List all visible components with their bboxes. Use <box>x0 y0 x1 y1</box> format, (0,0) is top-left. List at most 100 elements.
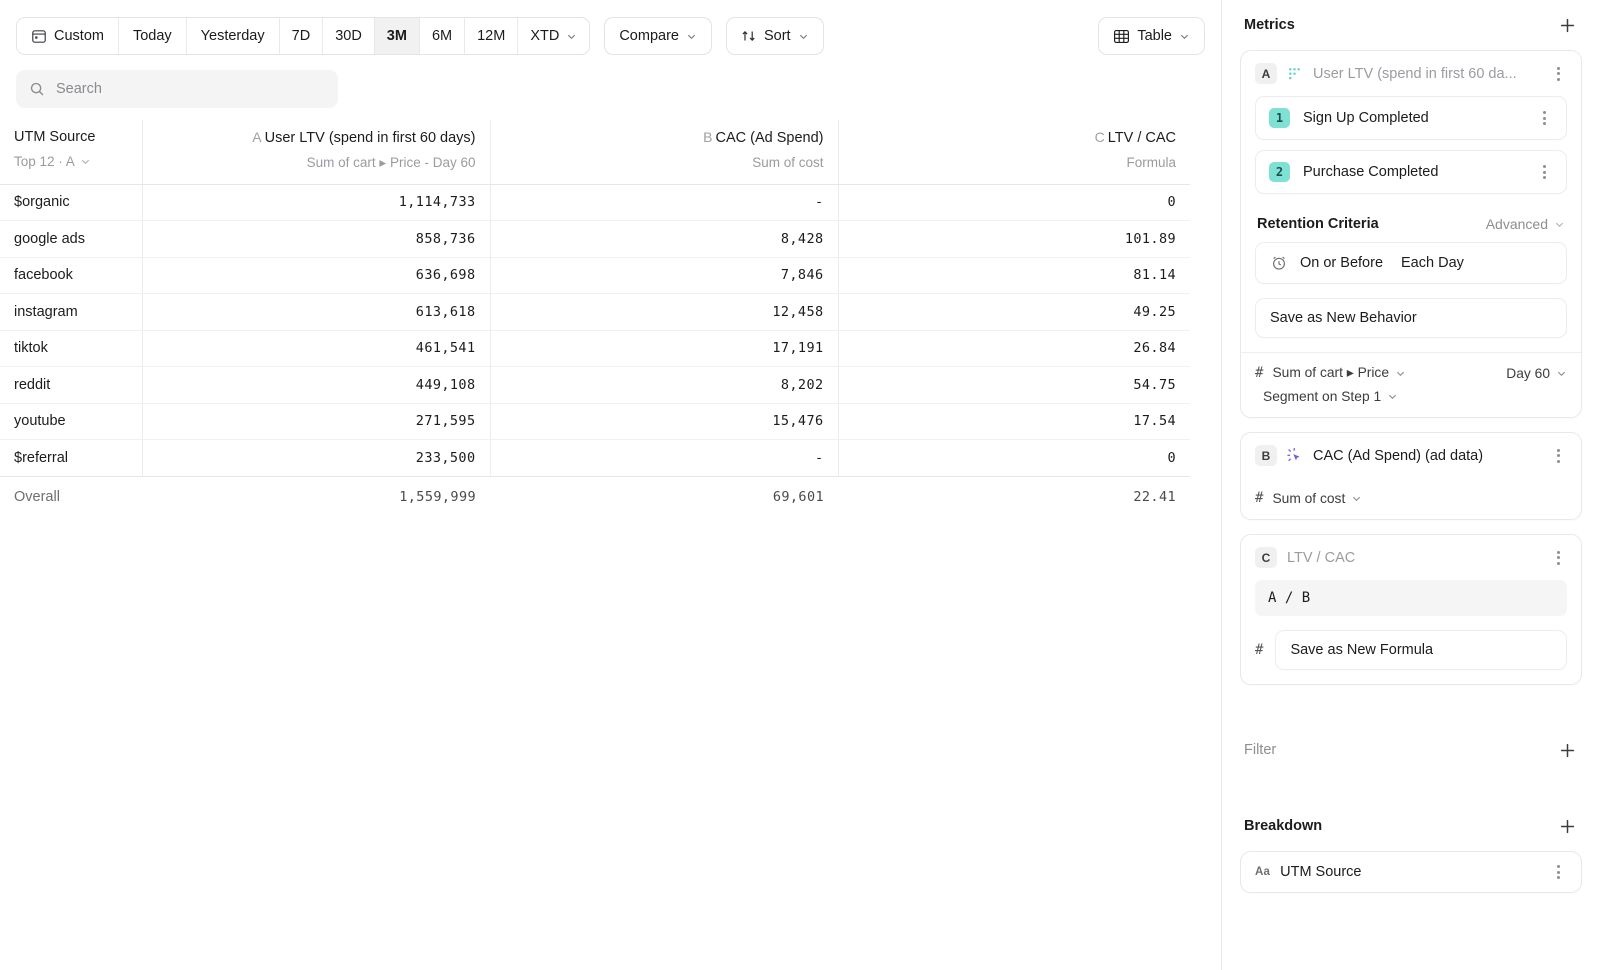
column-title-metric-a: User LTV (spend in first 60 days) <box>264 130 476 146</box>
table-row[interactable]: youtube 271,595 15,476 17.54 <box>0 403 1190 441</box>
cell-source: reddit <box>0 366 143 404</box>
date-range-12m-label: 12M <box>477 28 506 44</box>
metric-a-segment-selector[interactable]: Segment on Step 1 <box>1241 385 1581 417</box>
cell-cac: - <box>490 184 839 222</box>
date-range-xtd[interactable]: XTD <box>518 18 590 54</box>
sort-button[interactable]: Sort <box>725 17 824 55</box>
retention-mode-selector[interactable]: Advanced <box>1486 216 1565 232</box>
main-content: Custom Today Yesterday 7D 30D 3M <box>0 0 1222 970</box>
column-subtitle-utm-source[interactable]: Top 12 · A <box>14 154 128 169</box>
metric-a-step-2[interactable]: 2 Purchase Completed <box>1255 150 1567 194</box>
add-filter-button[interactable] <box>1556 739 1578 761</box>
search-input[interactable] <box>56 81 325 97</box>
column-header-metric-b[interactable]: B CAC (Ad Spend) Sum of cost <box>490 120 839 185</box>
calendar-icon <box>31 28 47 44</box>
metric-a-window-selector[interactable]: Day 60 <box>1506 366 1567 381</box>
cell-cac: 7,846 <box>490 257 839 295</box>
metric-a-aggregation-label: Sum of cart ▸ Price <box>1272 365 1390 380</box>
table-row[interactable]: reddit 449,108 8,202 54.75 <box>0 366 1190 404</box>
date-range-yesterday[interactable]: Yesterday <box>186 18 280 54</box>
overall-ltv: 1,559,999 <box>399 489 476 506</box>
metric-a-header[interactable]: A User LTV (spend in first 60 da... <box>1241 51 1581 96</box>
cell-ratio: 0 <box>838 184 1190 222</box>
breakdown-item-label: UTM Source <box>1280 864 1362 880</box>
sort-label: Sort <box>763 28 791 44</box>
step-1-more-icon[interactable] <box>1535 111 1553 125</box>
table-row[interactable]: tiktok 461,541 17,191 26.84 <box>0 330 1190 368</box>
metric-a-window-label: Day 60 <box>1506 365 1550 381</box>
breakdown-item[interactable]: Aa UTM Source <box>1241 852 1581 892</box>
metric-a-segment-label: Segment on Step 1 <box>1263 389 1382 404</box>
metric-b-more-icon[interactable] <box>1549 448 1567 463</box>
chevron-down-icon <box>1387 391 1398 402</box>
table-row[interactable]: instagram 613,618 12,458 49.25 <box>0 293 1190 331</box>
column-header-metric-a[interactable]: A User LTV (spend in first 60 days) Sum o… <box>142 120 491 185</box>
metric-a-more-icon[interactable] <box>1549 66 1567 81</box>
cell-source: facebook <box>0 257 143 295</box>
date-range-yesterday-label: Yesterday <box>200 28 265 44</box>
cell-source: $referral <box>0 439 143 477</box>
metric-b-name: CAC (Ad Spend) (ad data) <box>1313 447 1484 464</box>
metric-a-aggregation-row: # Sum of cart ▸ Price Day 60 <box>1241 353 1581 385</box>
search-icon <box>29 81 45 97</box>
metric-b-aggregation-selector[interactable]: Sum of cost <box>1272 491 1362 506</box>
overall-label: Overall <box>14 489 60 506</box>
chevron-down-icon <box>1395 368 1406 379</box>
date-range-segmented-control[interactable]: Custom Today Yesterday 7D 30D 3M <box>16 17 591 55</box>
formula-save-row: # Save as New Formula <box>1241 616 1581 684</box>
cell-source: $organic <box>0 184 143 222</box>
metric-b-aggregation-label: Sum of cost <box>1272 490 1346 506</box>
save-as-new-formula-button[interactable]: Save as New Formula <box>1275 630 1567 670</box>
save-as-new-behavior-button[interactable]: Save as New Behavior <box>1255 298 1567 338</box>
date-range-30d-label: 30D <box>335 28 362 44</box>
date-range-3m[interactable]: 3M <box>374 18 420 54</box>
breakdown-more-icon[interactable] <box>1549 865 1567 879</box>
metric-c-header[interactable]: C LTV / CAC <box>1241 535 1581 580</box>
date-range-6m[interactable]: 6M <box>419 18 466 54</box>
add-breakdown-button[interactable] <box>1556 815 1578 837</box>
metric-card-c: C LTV / CAC A / B # Save as New Formula <box>1240 534 1582 685</box>
cell-source: youtube <box>0 403 143 441</box>
search-box[interactable] <box>16 70 338 108</box>
date-range-12m[interactable]: 12M <box>465 18 519 54</box>
retention-criteria-row[interactable]: On or Before Each Day <box>1255 242 1567 284</box>
add-metric-button[interactable] <box>1556 14 1578 36</box>
column-header-metric-c[interactable]: C LTV / CAC Formula <box>838 120 1190 185</box>
metric-b-header[interactable]: B CAC (Ad Spend) (ad data) <box>1241 433 1581 478</box>
cell-source: instagram <box>0 293 143 331</box>
date-range-custom[interactable]: Custom <box>17 18 119 54</box>
table-row[interactable]: facebook 636,698 7,846 81.14 <box>0 257 1190 295</box>
cell-ratio: 17.54 <box>838 403 1190 441</box>
date-range-30d[interactable]: 30D <box>323 18 375 54</box>
chevron-down-icon <box>80 156 91 167</box>
column-sub-label: Sum of cost <box>752 154 824 170</box>
metrics-title: Metrics <box>1244 17 1295 33</box>
date-range-3m-label: 3M <box>386 28 407 44</box>
cell-ratio: 49.25 <box>838 293 1190 331</box>
metric-a-aggregation-selector[interactable]: Sum of cart ▸ Price <box>1272 365 1406 381</box>
breakdown-section-header: Breakdown <box>1240 801 1582 851</box>
formula-input[interactable]: A / B <box>1255 580 1567 616</box>
table-row[interactable]: $organic 1,114,733 - 0 <box>0 184 1190 222</box>
text-type-icon: Aa <box>1255 866 1271 878</box>
column-header-utm-source[interactable]: UTM Source Top 12 · A <box>0 120 143 185</box>
metric-c-more-icon[interactable] <box>1549 550 1567 565</box>
cell-ltv: 858,736 <box>142 220 491 258</box>
metric-c-name: LTV / CAC <box>1287 549 1356 566</box>
step-2-more-icon[interactable] <box>1535 165 1553 179</box>
chevron-down-icon <box>798 31 809 42</box>
cell-ltv: 271,595 <box>142 403 491 441</box>
overall-cac: 69,601 <box>772 489 824 506</box>
column-subtitle-metric-b: Sum of cost <box>505 154 824 170</box>
table-header: UTM Source Top 12 · A A User LTV (spend i… <box>0 120 1190 185</box>
date-range-7d[interactable]: 7D <box>279 18 324 54</box>
compare-button[interactable]: Compare <box>604 17 712 55</box>
date-range-today[interactable]: Today <box>118 18 187 54</box>
date-range-today-label: Today <box>132 28 172 44</box>
view-type-button[interactable]: Table <box>1098 17 1205 55</box>
metric-a-badge: A <box>1255 63 1277 84</box>
table-row[interactable]: google ads 858,736 8,428 101.89 <box>0 220 1190 258</box>
metric-a-step-1[interactable]: 1 Sign Up Completed <box>1255 96 1567 140</box>
date-range-6m-label: 6M <box>431 28 453 44</box>
table-row[interactable]: $referral 233,500 - 0 <box>0 439 1190 477</box>
